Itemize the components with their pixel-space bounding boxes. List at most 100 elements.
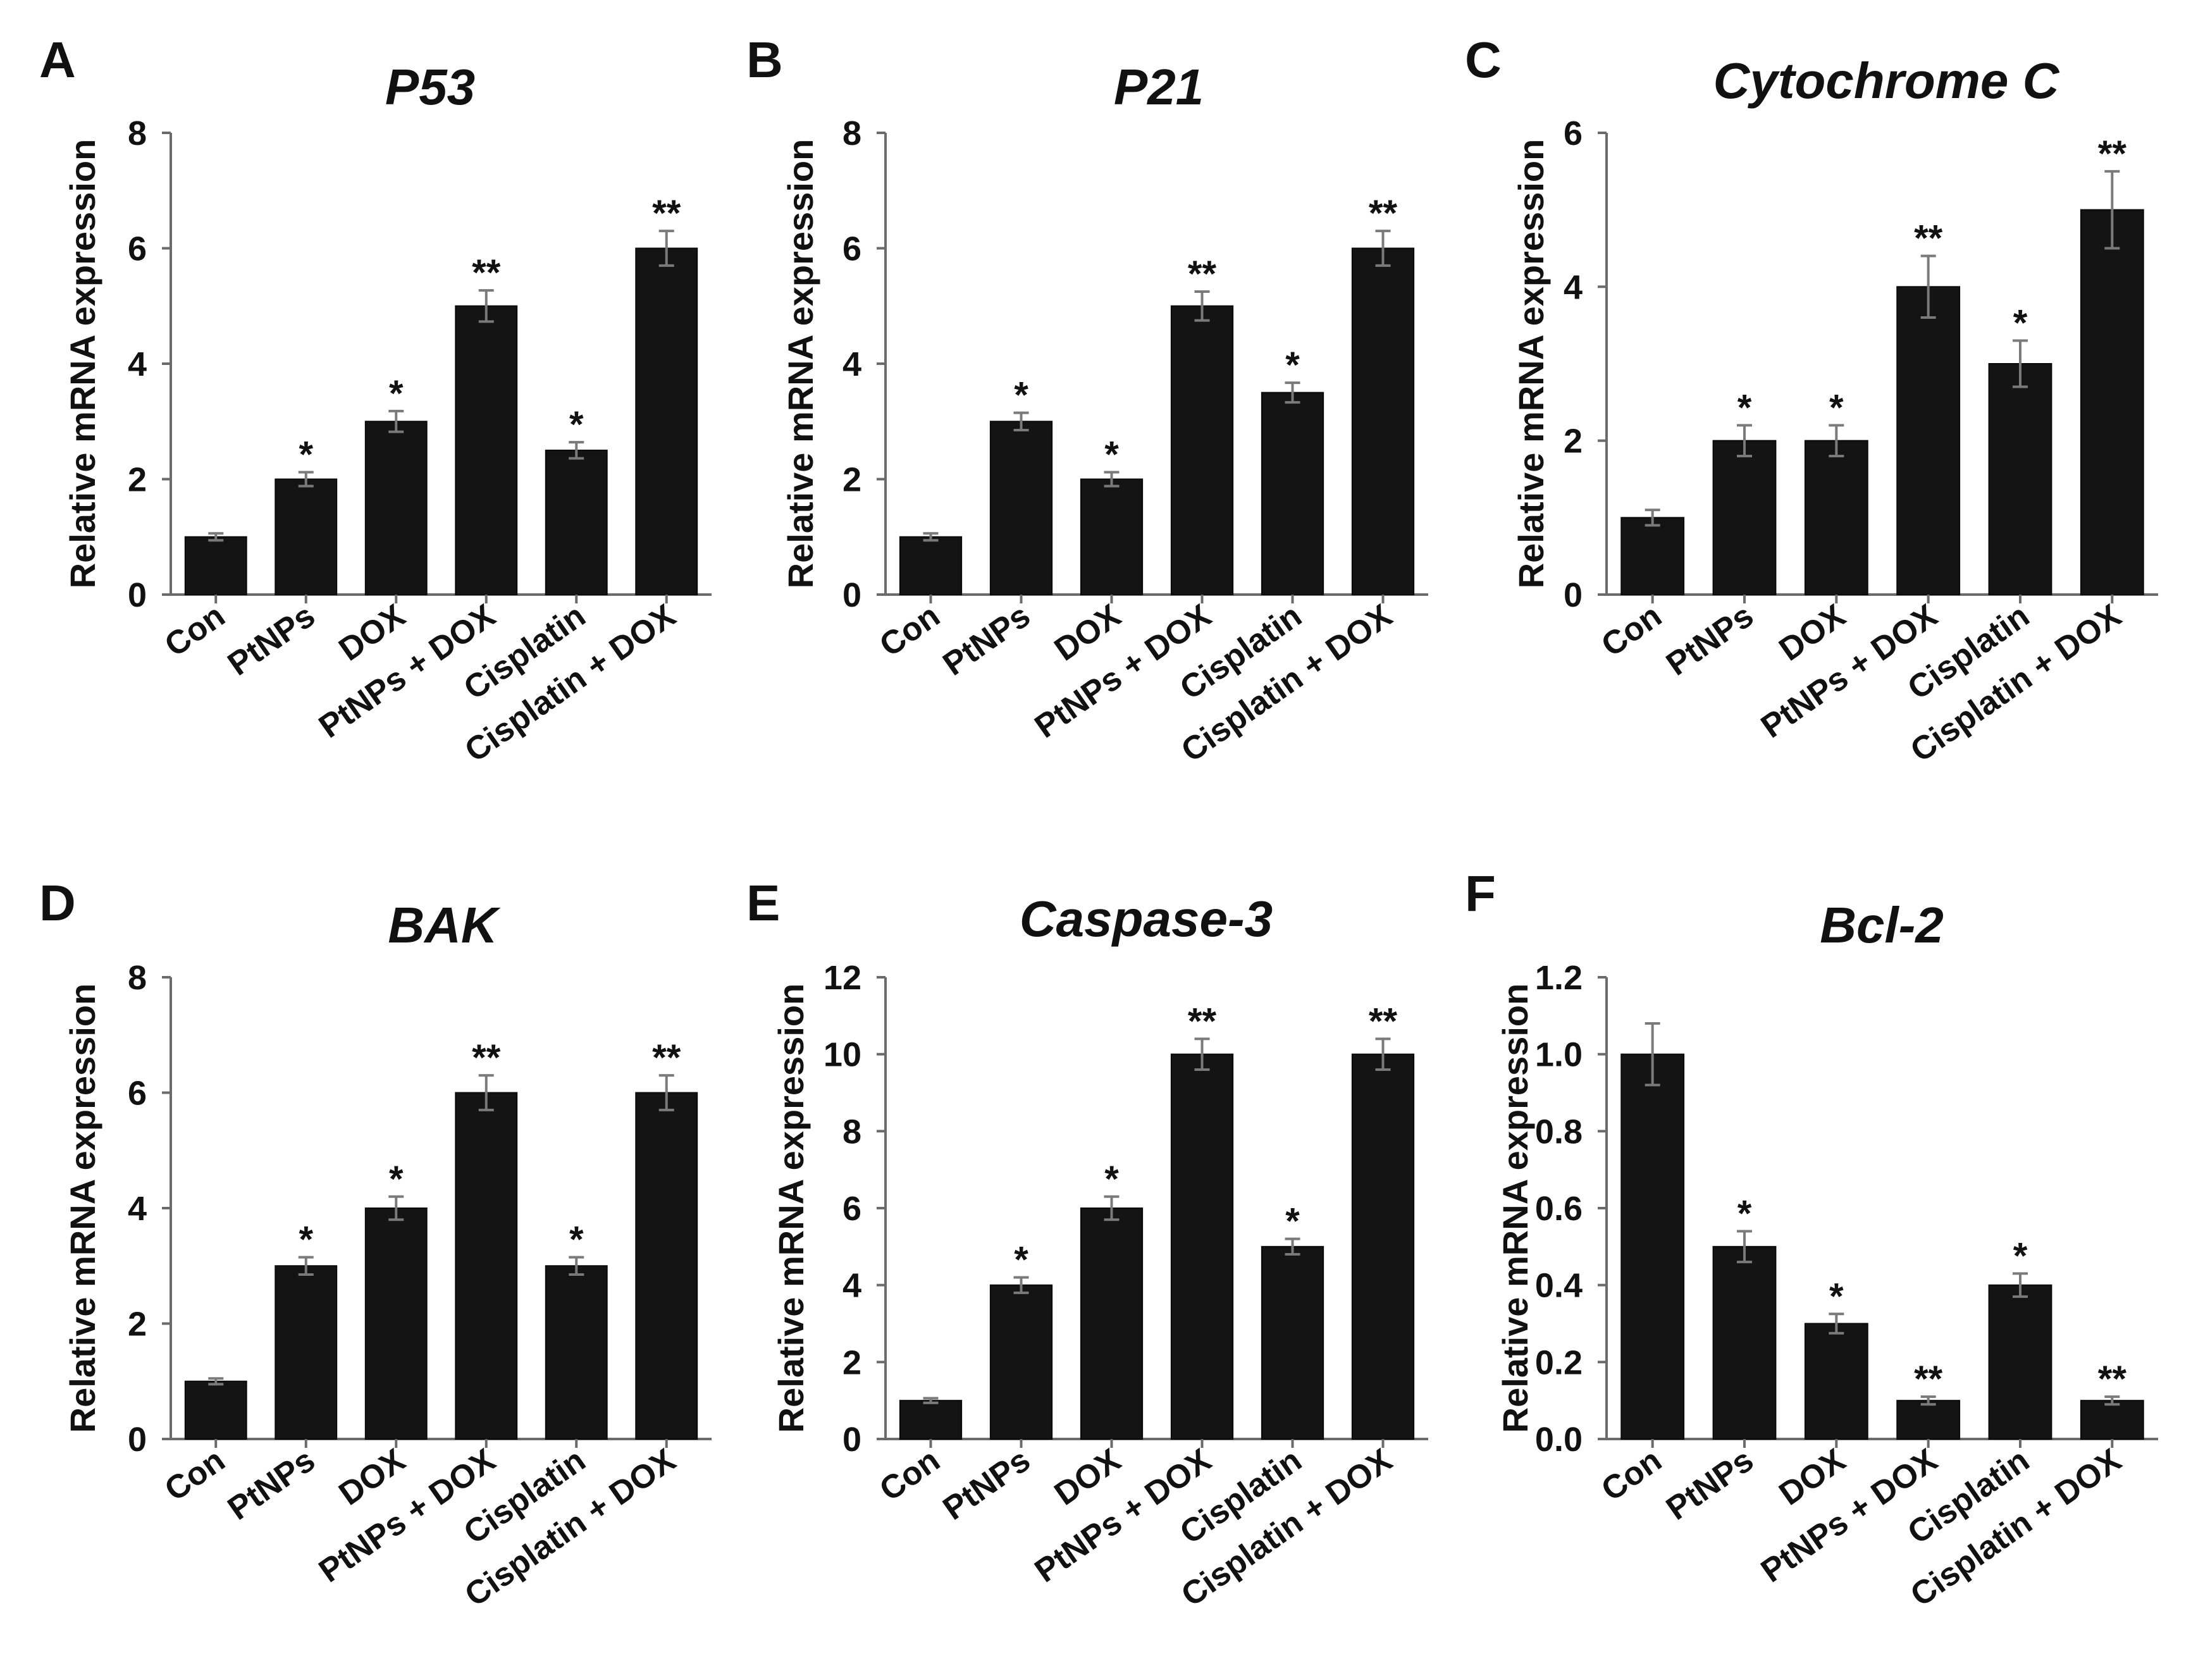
bar [1261, 1245, 1324, 1440]
significance-mark: * [1737, 1194, 1752, 1235]
significance-mark: * [299, 1220, 313, 1261]
significance-mark: ** [472, 252, 501, 293]
y-tick-label: 6 [1564, 114, 1583, 152]
bar [2080, 209, 2144, 595]
panel-c: C Cytochrome C [1465, 32, 2060, 109]
panel-letter-b: B [746, 32, 783, 88]
bar [1804, 440, 1868, 596]
y-tick-label: 2 [128, 1306, 147, 1343]
y-tick-label: 0 [842, 1421, 861, 1459]
y-axis-label: Relative mRNA expression [771, 984, 811, 1433]
chart-title-c: Cytochrome C [1713, 52, 2060, 109]
x-tick-label: Con [873, 1442, 946, 1508]
bar [184, 536, 247, 595]
y-tick-label: 0.6 [1535, 1190, 1583, 1228]
significance-mark: * [1737, 387, 1752, 428]
y-tick-label: 2 [842, 1343, 861, 1381]
y-tick-label: 4 [128, 345, 147, 383]
panel-letter-a: A [39, 32, 76, 88]
x-tick-label: Con [158, 1442, 231, 1508]
significance-mark: * [1285, 1201, 1300, 1242]
bar [1261, 392, 1324, 595]
bar [1620, 1053, 1685, 1440]
panel-e: E Caspase-3 [746, 875, 1273, 947]
y-axis-label: Relative mRNA expression [63, 984, 102, 1433]
significance-mark: * [1285, 345, 1300, 386]
y-tick-label: 6 [128, 230, 147, 268]
x-tick-label: PtNPs [937, 1442, 1037, 1527]
chart-title-e: Caspase-3 [1020, 891, 1273, 947]
bar [1080, 1208, 1144, 1440]
significance-mark: ** [1914, 1359, 1943, 1400]
significance-mark: ** [1914, 218, 1943, 259]
x-tick-label: PtNPs [221, 597, 322, 682]
bar [275, 478, 338, 595]
x-tick-label: Con [1595, 1442, 1668, 1508]
significance-mark: ** [652, 1037, 681, 1078]
bar [2080, 1400, 2144, 1440]
bar [1170, 305, 1234, 595]
bar [635, 247, 698, 595]
bar [1712, 440, 1777, 596]
significance-mark: * [569, 1220, 584, 1261]
bar [989, 1284, 1053, 1440]
chart-title-b: P21 [1114, 59, 1204, 115]
y-tick-label: 2 [1564, 423, 1583, 460]
y-tick-label: 0 [842, 576, 861, 614]
significance-mark: * [1104, 435, 1119, 476]
y-tick-label: 12 [824, 959, 861, 997]
significance-mark: ** [2098, 133, 2127, 175]
bar [1988, 363, 2052, 595]
y-tick-label: 8 [128, 114, 147, 152]
x-tick-label: PtNPs [937, 597, 1037, 682]
bar [1896, 1400, 1961, 1440]
significance-mark: * [299, 435, 313, 476]
x-tick-label: Con [158, 597, 231, 664]
bar [1351, 1053, 1415, 1440]
significance-mark: ** [1188, 254, 1217, 295]
chart-title-a: P53 [385, 59, 475, 115]
y-tick-label: 0.8 [1535, 1113, 1583, 1151]
bar [1988, 1284, 2052, 1440]
significance-mark: ** [652, 193, 681, 234]
significance-mark: * [1829, 1276, 1844, 1317]
significance-mark: * [2013, 1235, 2028, 1276]
x-tick-label: PtNPs [1660, 597, 1760, 682]
bar [275, 1265, 338, 1440]
x-tick-label: Con [1595, 597, 1668, 664]
y-tick-label: 4 [842, 345, 861, 383]
chart-e: 0 2 4 6 8 10 12 Relative mRNA expression Con * PtN… [771, 959, 1428, 1614]
y-tick-label: 4 [1564, 268, 1583, 306]
x-tick-label: Con [873, 597, 946, 664]
y-tick-label: 6 [842, 1190, 861, 1228]
y-tick-label: 6 [842, 230, 861, 268]
y-tick-label: 1.0 [1535, 1036, 1583, 1074]
y-tick-label: 0.0 [1535, 1421, 1583, 1459]
bar [184, 1380, 247, 1440]
bar [545, 449, 608, 595]
bar [1712, 1245, 1777, 1440]
significance-mark: * [1104, 1159, 1119, 1200]
panel-letter-f: F [1465, 865, 1496, 922]
y-axis-label: Relative mRNA expression [781, 139, 820, 589]
bar [989, 421, 1053, 595]
significance-mark: * [569, 404, 584, 445]
chart-title-f: Bcl-2 [1820, 897, 1944, 953]
bar [364, 1208, 428, 1440]
panel-letter-d: D [39, 875, 76, 931]
y-tick-label: 10 [824, 1036, 861, 1074]
y-tick-label: 0 [128, 1421, 147, 1459]
significance-mark: * [1014, 1240, 1028, 1281]
significance-mark: * [1829, 387, 1844, 428]
significance-mark: * [389, 1159, 404, 1200]
significance-mark: ** [2098, 1359, 2127, 1400]
bar [1804, 1323, 1868, 1440]
y-tick-label: 8 [842, 114, 861, 152]
y-tick-label: 0 [1564, 576, 1583, 614]
bar [455, 1092, 518, 1440]
significance-mark: ** [1369, 1001, 1398, 1042]
bar [899, 536, 963, 595]
